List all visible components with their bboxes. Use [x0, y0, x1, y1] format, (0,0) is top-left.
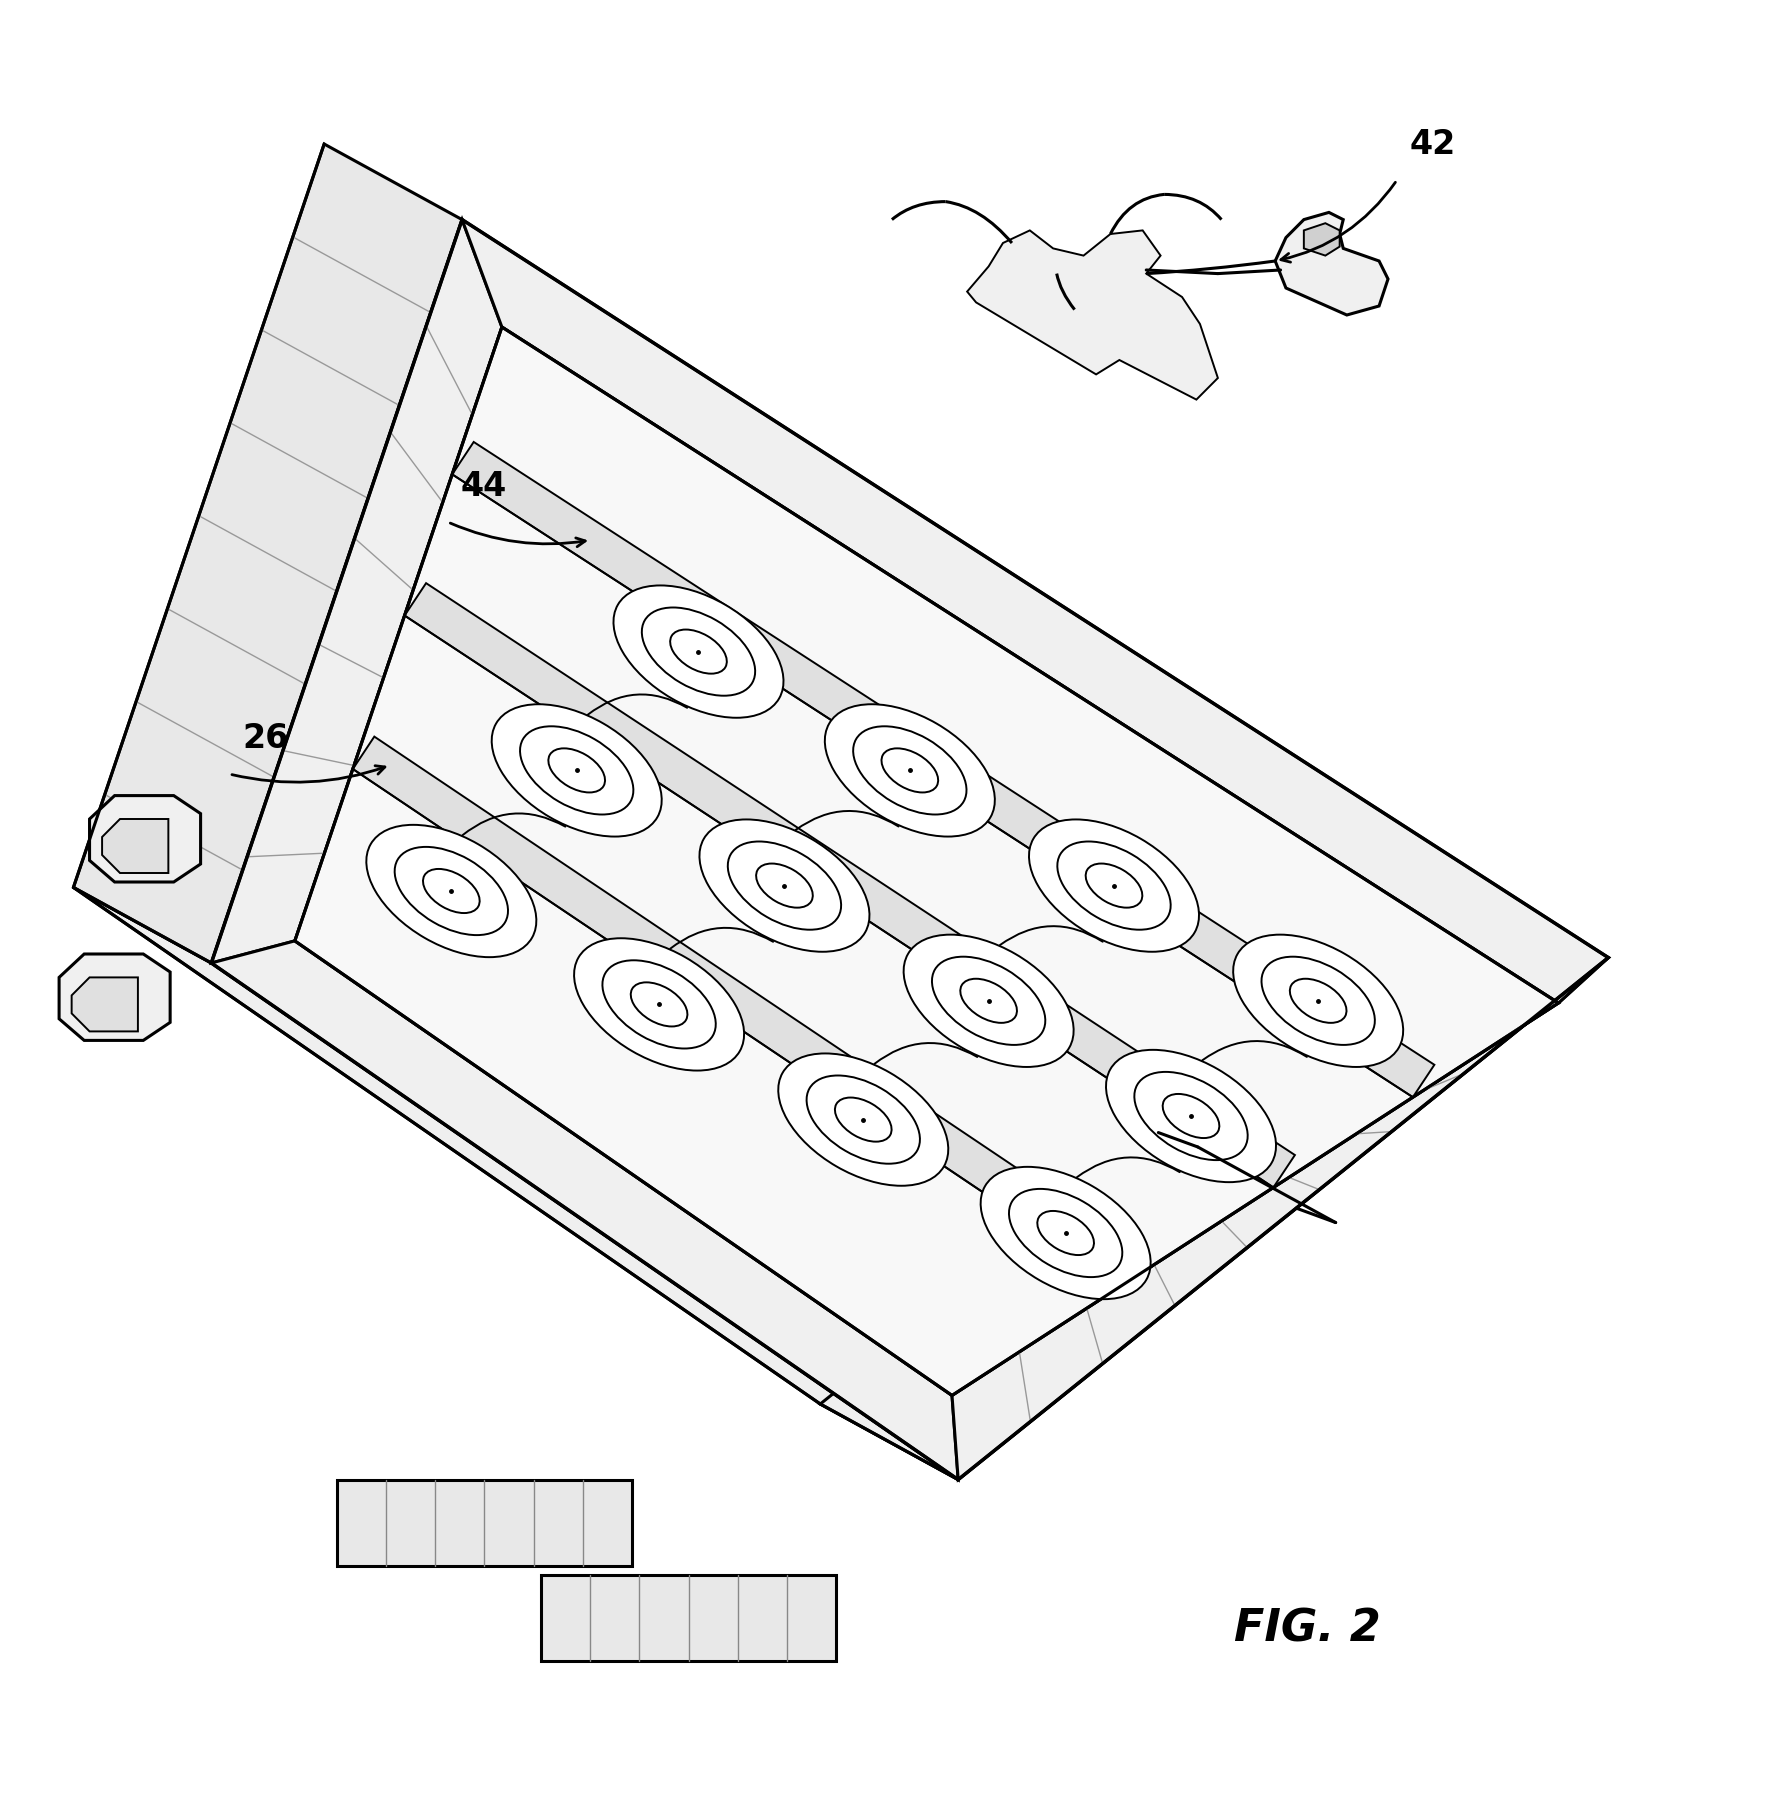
Polygon shape [90, 796, 201, 882]
Polygon shape [1304, 223, 1340, 256]
Polygon shape [405, 583, 1295, 1188]
Text: FIG. 2: FIG. 2 [1234, 1607, 1381, 1651]
Polygon shape [73, 887, 958, 1480]
Polygon shape [337, 1480, 632, 1566]
Polygon shape [541, 1575, 836, 1661]
Polygon shape [953, 958, 1608, 1480]
Ellipse shape [1030, 819, 1198, 952]
Polygon shape [967, 230, 1218, 400]
Text: 44: 44 [460, 470, 507, 502]
Polygon shape [59, 954, 170, 1040]
Ellipse shape [779, 1053, 947, 1186]
Text: 42: 42 [1410, 128, 1456, 160]
Polygon shape [451, 443, 1435, 1098]
Polygon shape [211, 220, 501, 963]
Ellipse shape [367, 824, 536, 958]
Ellipse shape [1234, 934, 1402, 1067]
Ellipse shape [493, 704, 661, 837]
Polygon shape [211, 941, 958, 1480]
Ellipse shape [826, 704, 994, 837]
Polygon shape [72, 977, 138, 1031]
Polygon shape [102, 819, 168, 873]
Polygon shape [353, 736, 1143, 1285]
Ellipse shape [904, 934, 1073, 1067]
Ellipse shape [1107, 1049, 1275, 1183]
Ellipse shape [700, 819, 869, 952]
Polygon shape [1275, 212, 1388, 315]
Polygon shape [820, 882, 1608, 1480]
Ellipse shape [575, 938, 743, 1071]
Text: 26: 26 [242, 722, 288, 754]
Polygon shape [73, 144, 462, 963]
Polygon shape [462, 220, 1608, 1003]
Ellipse shape [614, 585, 783, 718]
Polygon shape [296, 328, 1558, 1395]
Ellipse shape [981, 1166, 1150, 1300]
